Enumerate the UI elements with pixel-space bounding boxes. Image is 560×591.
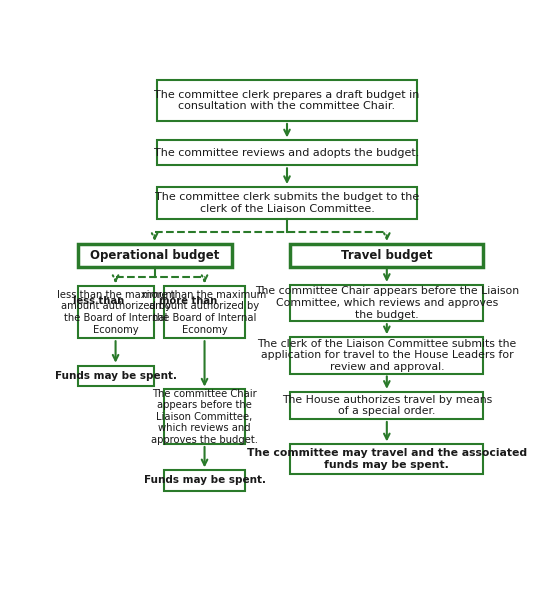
FancyBboxPatch shape bbox=[157, 140, 417, 165]
FancyBboxPatch shape bbox=[165, 389, 245, 444]
Text: The committee Chair
appears before the
Liaison Committee,
which reviews and
appr: The committee Chair appears before the L… bbox=[151, 388, 258, 445]
FancyBboxPatch shape bbox=[290, 337, 483, 374]
Text: The clerk of the Liaison Committee submits the
application for travel to the Hou: The clerk of the Liaison Committee submi… bbox=[257, 339, 516, 372]
Text: The committee clerk prepares a draft budget in
consultation with the committee C: The committee clerk prepares a draft bud… bbox=[155, 90, 419, 111]
Text: less than: less than bbox=[73, 296, 124, 306]
Text: Funds may be spent.: Funds may be spent. bbox=[54, 371, 176, 381]
Text: The committee Chair appears before the Liaison
Committee, which reviews and appr: The committee Chair appears before the L… bbox=[255, 287, 519, 320]
FancyBboxPatch shape bbox=[290, 444, 483, 474]
Text: The committee reviews and adopts the budget.: The committee reviews and adopts the bud… bbox=[155, 148, 419, 158]
FancyBboxPatch shape bbox=[157, 80, 417, 121]
Text: less than the maximum
amount authorized by
the Board of Internal
Economy: less than the maximum amount authorized … bbox=[57, 290, 175, 335]
Text: Operational budget: Operational budget bbox=[90, 249, 220, 262]
FancyBboxPatch shape bbox=[78, 286, 153, 338]
FancyBboxPatch shape bbox=[165, 286, 245, 338]
Text: Travel budget: Travel budget bbox=[341, 249, 432, 262]
FancyBboxPatch shape bbox=[78, 366, 153, 386]
Text: The committee may travel and the associated
funds may be spent.: The committee may travel and the associa… bbox=[247, 449, 527, 470]
FancyBboxPatch shape bbox=[290, 392, 483, 419]
Text: more than: more than bbox=[158, 296, 217, 306]
FancyBboxPatch shape bbox=[165, 470, 245, 491]
FancyBboxPatch shape bbox=[157, 187, 417, 219]
FancyBboxPatch shape bbox=[78, 244, 232, 267]
Text: The House authorizes travel by means
of a special order.: The House authorizes travel by means of … bbox=[282, 395, 492, 416]
Text: The committee clerk submits the budget to the
clerk of the Liaison Committee.: The committee clerk submits the budget t… bbox=[155, 192, 419, 214]
FancyBboxPatch shape bbox=[290, 285, 483, 321]
Text: more than the maximum
amount authorized by
the Board of Internal
Economy: more than the maximum amount authorized … bbox=[142, 290, 267, 335]
Text: Funds may be spent.: Funds may be spent. bbox=[143, 476, 265, 485]
FancyBboxPatch shape bbox=[290, 244, 483, 267]
